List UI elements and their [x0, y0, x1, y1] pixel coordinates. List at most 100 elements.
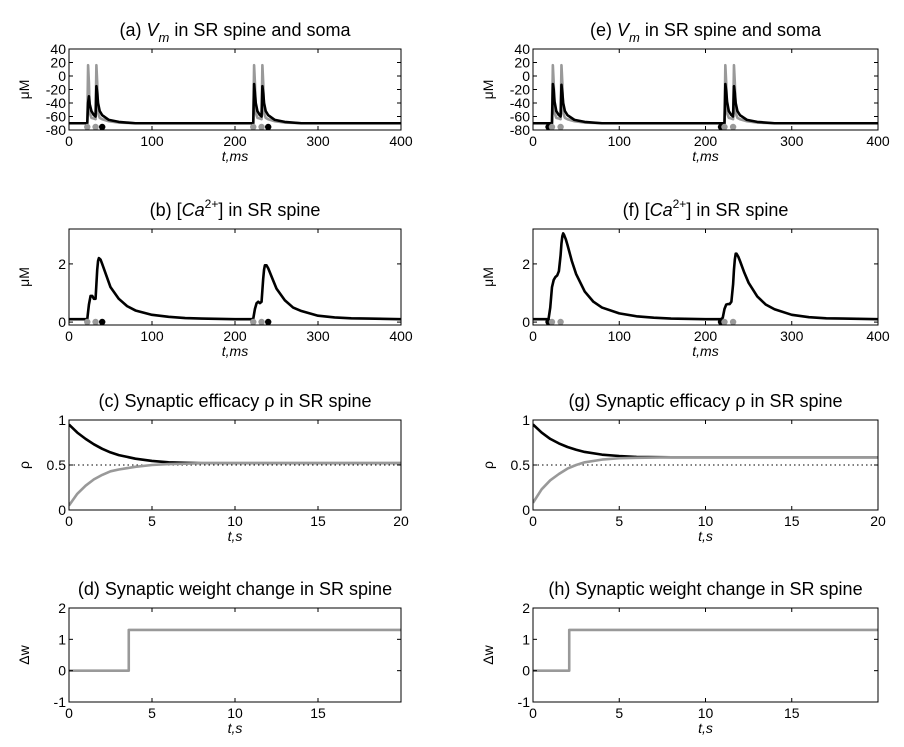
stimulus-marker [84, 123, 91, 131]
x-tick-label: 200 [694, 133, 718, 149]
y-tick-label: 0 [522, 314, 530, 330]
x-tick-label: 100 [140, 133, 164, 149]
x-tick-label: 10 [698, 513, 714, 529]
panel-title-b: (b) [Ca2+] in SR spine [150, 197, 321, 220]
x-tick-label: 200 [223, 133, 247, 149]
x-axis-label: t,s [228, 528, 243, 544]
panel-f: (f) [Ca2+] in SR spine 0 100 200 300 400 0 2 t,m… [480, 197, 890, 359]
y-tick-label: 1 [58, 412, 66, 428]
stimulus-marker [84, 318, 91, 326]
y-axis-label: ρ [16, 461, 32, 469]
y-tick-label: -80 [46, 122, 66, 138]
x-tick-label: 20 [393, 513, 409, 529]
series-line-2 [533, 456, 878, 504]
series-line-1 [533, 232, 878, 321]
stimulus-marker [721, 123, 728, 131]
y-tick-label: 0.5 [47, 457, 67, 473]
panel-title-a: (a) Vm in SR spine and soma [120, 20, 352, 45]
y-tick-label: 40 [514, 41, 530, 57]
x-tick-label: 400 [866, 328, 890, 344]
x-tick-label: 20 [870, 513, 886, 529]
x-tick-label: 0 [529, 328, 537, 344]
x-tick-label: 300 [306, 133, 330, 149]
x-axis-label: t,ms [692, 148, 718, 164]
series-line-2 [69, 461, 401, 507]
stimulus-marker [265, 123, 272, 131]
x-axis-label: t,ms [222, 343, 248, 359]
x-tick-label: 400 [866, 133, 890, 149]
y-axis-label: Δw [16, 644, 32, 664]
y-axis-label: μM [16, 267, 32, 287]
x-tick-label: 0 [65, 513, 73, 529]
y-tick-label: 1 [58, 631, 66, 647]
stimulus-marker [548, 318, 556, 326]
panel-title-g: (g) Synaptic efficacy ρ in SR spine [568, 391, 842, 411]
x-tick-label: 10 [227, 513, 243, 529]
panel-title-e: (e) Vm in SR spine and soma [590, 20, 822, 45]
axes-frame [532, 607, 879, 703]
panel-title-d: (d) Synaptic weight change in SR spine [78, 579, 392, 599]
y-tick-label: -80 [510, 122, 530, 138]
x-tick-label: 0 [65, 328, 73, 344]
y-tick-label: 0 [58, 502, 66, 518]
x-tick-label: 0 [529, 513, 537, 529]
x-tick-label: 5 [148, 513, 156, 529]
y-tick-label: 0 [522, 663, 530, 679]
y-tick-label: 40 [50, 41, 66, 57]
y-tick-label: 2 [58, 600, 66, 616]
x-tick-label: 15 [784, 705, 800, 721]
x-tick-label: 0 [529, 133, 537, 149]
stimulus-marker [92, 123, 99, 131]
y-tick-label: 1 [522, 631, 530, 647]
x-tick-label: 100 [608, 328, 632, 344]
panel-h: (h) Synaptic weight change in SR spine 0 5… [480, 579, 879, 736]
stimulus-marker [265, 318, 272, 326]
y-axis-label: μM [16, 80, 32, 100]
x-tick-label: 200 [694, 328, 718, 344]
panel-b: (b) [Ca2+] in SR spine 0 100 200 300 400 0 2 t,m… [16, 197, 413, 359]
y-tick-label: 20 [514, 55, 530, 71]
y-tick-label: 2 [58, 256, 66, 272]
stimulus-marker [250, 123, 257, 131]
x-axis-label: t,ms [692, 343, 718, 359]
axes-frame [68, 228, 402, 326]
x-tick-label: 5 [148, 705, 156, 721]
y-tick-label: 0 [522, 502, 530, 518]
stimulus-marker [721, 318, 728, 326]
y-tick-label: 20 [50, 55, 66, 71]
x-tick-label: 0 [65, 705, 73, 721]
y-tick-label: 0 [58, 68, 66, 84]
x-tick-label: 400 [389, 133, 413, 149]
series-line-1 [533, 63, 878, 125]
stimulus-marker [99, 123, 106, 131]
x-tick-label: 5 [615, 513, 623, 529]
y-tick-label: 0.5 [511, 457, 531, 473]
series-line-2 [69, 82, 401, 125]
x-tick-label: 0 [65, 133, 73, 149]
axes-frame [68, 607, 402, 703]
y-tick-label: -1 [518, 694, 531, 710]
series-line-1 [69, 256, 401, 321]
stimulus-marker [258, 123, 265, 131]
series-line-1 [533, 423, 878, 459]
x-tick-label: 5 [615, 705, 623, 721]
y-tick-label: 1 [522, 412, 530, 428]
x-axis-label: t,s [698, 720, 713, 736]
y-tick-label: -40 [46, 95, 66, 111]
y-tick-label: 0 [58, 314, 66, 330]
stimulus-marker [250, 318, 257, 326]
x-tick-label: 300 [306, 328, 330, 344]
series-line-1 [533, 628, 878, 672]
y-tick-label: 2 [522, 600, 530, 616]
x-tick-label: 10 [698, 705, 714, 721]
axes-frame [532, 228, 879, 326]
x-tick-label: 400 [389, 328, 413, 344]
y-tick-label: -20 [46, 82, 66, 98]
y-tick-label: 0 [522, 68, 530, 84]
y-axis-label: μM [480, 267, 496, 287]
stimulus-marker [99, 318, 106, 326]
axes-frame [532, 48, 879, 131]
